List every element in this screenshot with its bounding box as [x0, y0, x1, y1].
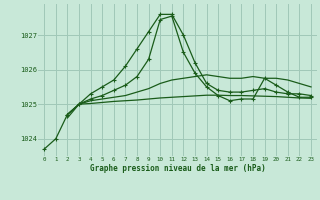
X-axis label: Graphe pression niveau de la mer (hPa): Graphe pression niveau de la mer (hPa)	[90, 164, 266, 173]
